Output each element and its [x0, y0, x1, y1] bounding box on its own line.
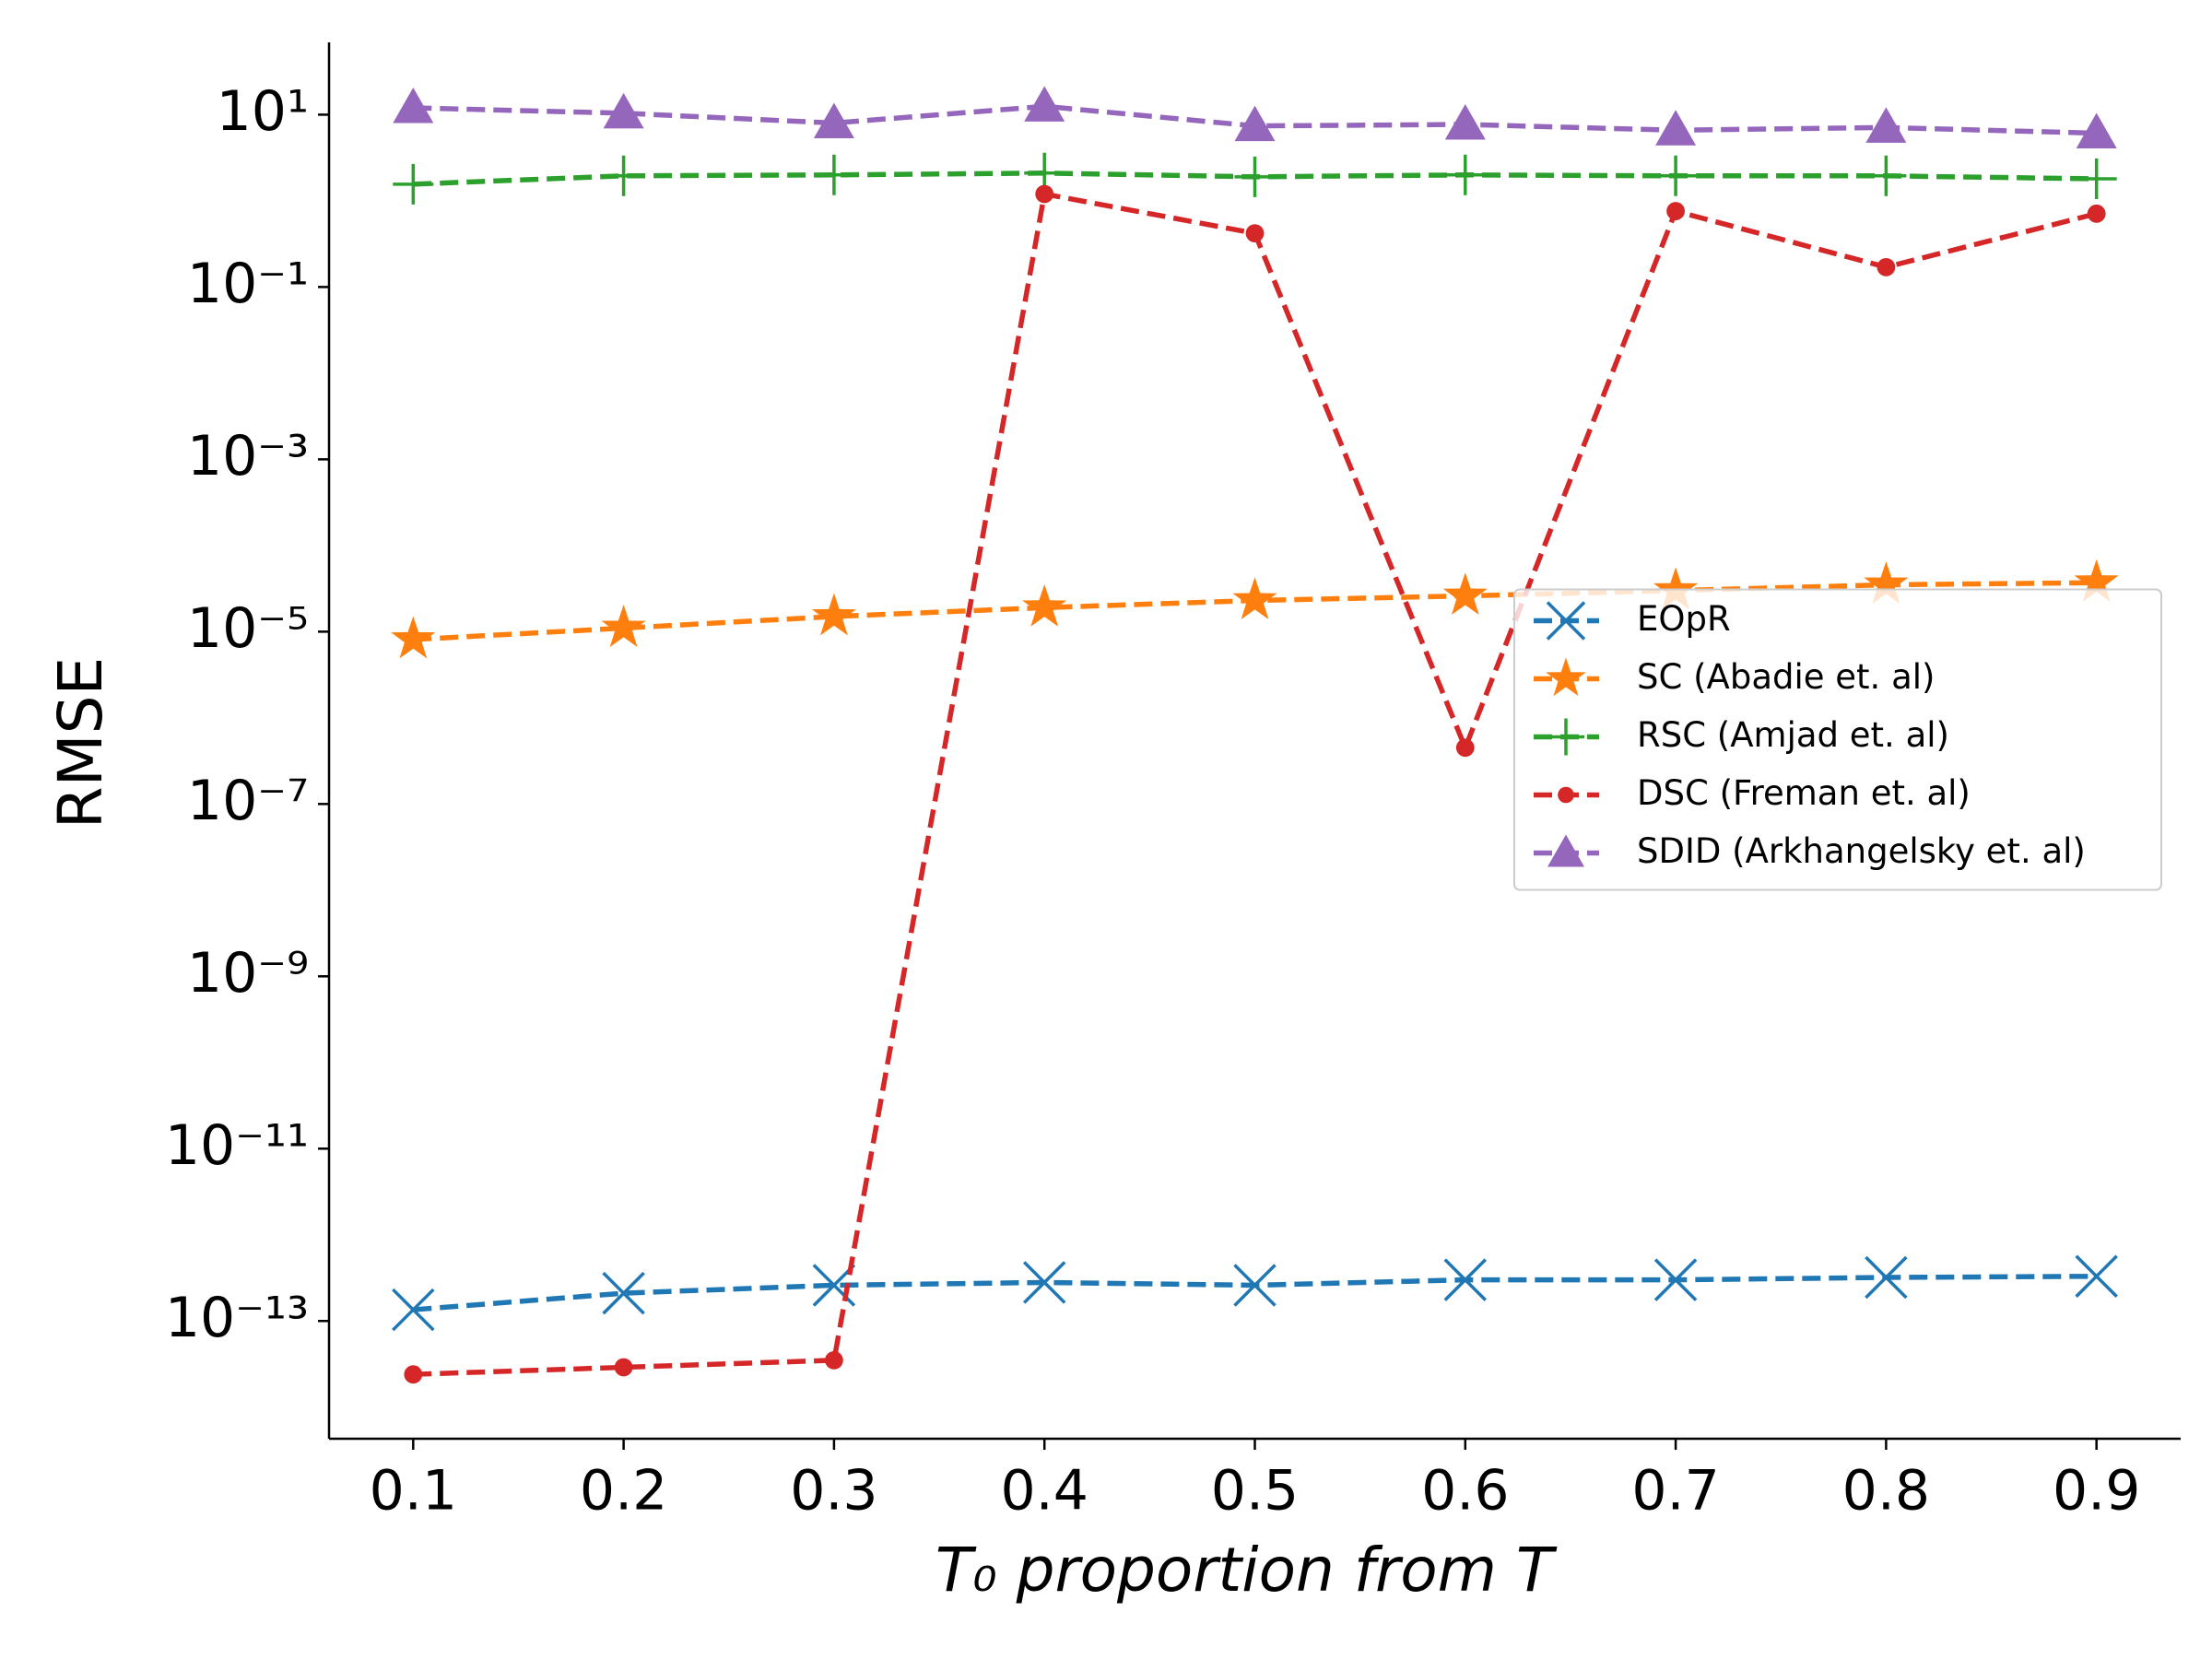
marker [1443, 1258, 1488, 1301]
marker [1864, 561, 1909, 604]
y-tick-label: 10¹ [217, 79, 309, 144]
marker [603, 155, 644, 196]
marker [2076, 159, 2117, 200]
marker [1442, 572, 1488, 616]
marker [393, 88, 434, 124]
x-axis-label: T₀ proportion from T [935, 1535, 1558, 1606]
marker [813, 102, 854, 138]
legend-label: EOpR [1637, 599, 1731, 639]
x-tick-label: 0.6 [1421, 1459, 1509, 1524]
x-tick-label: 0.1 [370, 1459, 457, 1524]
legend-label: DSC (Freman et. al) [1637, 773, 1971, 813]
marker [614, 1358, 633, 1377]
marker [2076, 112, 2117, 148]
marker [2074, 559, 2119, 602]
marker [1455, 738, 1475, 758]
y-tick-label: 10⁻⁹ [187, 941, 309, 1006]
legend-label: SC (Abadie et. al) [1637, 657, 1935, 697]
marker [1444, 154, 1486, 195]
x-tick-label: 0.8 [1842, 1459, 1930, 1524]
marker [393, 163, 434, 205]
y-tick-label: 10⁻¹¹ [165, 1113, 309, 1178]
marker [1865, 107, 1907, 143]
y-tick-label: 10⁻³ [187, 424, 309, 488]
marker [825, 1350, 843, 1370]
marker [811, 593, 856, 636]
legend: EOpR SC (Abadie et. al) RSC (Amjad et. al)… [1513, 588, 2162, 891]
y-axis-label: RMSE [45, 657, 116, 829]
marker [391, 616, 436, 659]
legend-marker [1546, 601, 1586, 641]
marker [1865, 155, 1907, 196]
marker [1022, 1261, 1066, 1304]
x-tick-label: 0.3 [790, 1459, 877, 1524]
x-tick-label: 0.2 [580, 1459, 667, 1524]
marker [1035, 184, 1054, 204]
marker [1232, 577, 1277, 619]
marker [602, 1271, 645, 1315]
marker [404, 1365, 423, 1384]
marker [1655, 110, 1697, 146]
marker [1444, 104, 1486, 140]
y-tick-label: 10⁻¹³ [165, 1286, 309, 1350]
marker [1877, 257, 1896, 276]
marker [1234, 105, 1276, 142]
y-tick-label: 10⁻¹ [187, 252, 309, 316]
legend-label: RSC (Amjad et. al) [1637, 715, 1949, 755]
x-tick-label: 0.7 [1631, 1459, 1719, 1524]
marker [2075, 1254, 2118, 1299]
marker [1245, 224, 1265, 243]
marker [813, 154, 854, 195]
marker [1022, 583, 1067, 627]
marker [392, 1288, 435, 1332]
marker [1666, 202, 1685, 220]
legend-marker [1547, 834, 1584, 867]
marker [1655, 155, 1697, 196]
marker [2087, 204, 2106, 223]
y-tick-label: 10⁻⁵ [187, 596, 309, 661]
marker [603, 92, 644, 129]
legend-marker [1558, 786, 1574, 804]
x-tick-label: 0.5 [1211, 1459, 1299, 1524]
series-line [413, 1274, 2097, 1312]
marker [1653, 567, 1699, 610]
marker [1024, 86, 1065, 122]
marker [601, 605, 646, 647]
marker [1233, 1264, 1277, 1307]
legend-marker [1547, 718, 1584, 756]
x-tick-label: 0.9 [2053, 1459, 2140, 1524]
legend-box [1513, 588, 2162, 891]
y-tick-label: 10⁻⁷ [187, 769, 309, 833]
marker [1234, 156, 1276, 197]
legend-marker [1546, 657, 1586, 697]
marker [1865, 1255, 1908, 1300]
marker [1653, 1258, 1698, 1301]
legend-label: SDID (Arkhangelsky et. al) [1637, 831, 2086, 871]
x-tick-label: 0.4 [1000, 1459, 1088, 1524]
